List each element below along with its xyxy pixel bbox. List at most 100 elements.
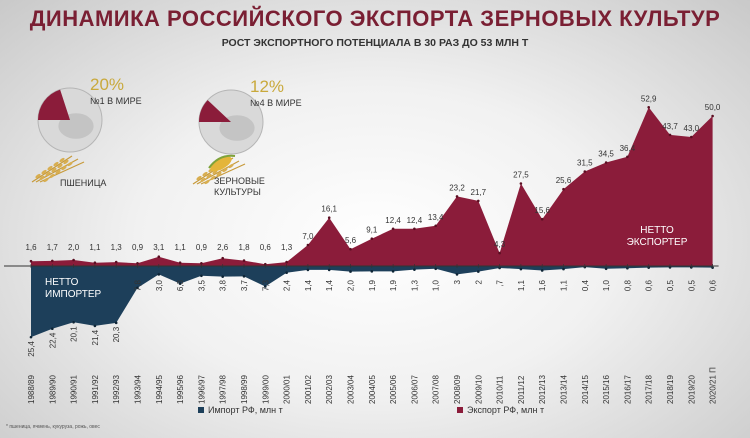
corn-leaf-icon: [208, 154, 236, 169]
export-point: [370, 237, 374, 240]
export-data-label: 1,3: [281, 243, 293, 252]
import-point: [413, 268, 416, 271]
wheat-grain-icon: [228, 163, 234, 169]
export-data-label: 1,6: [25, 243, 37, 252]
export-point: [306, 243, 310, 247]
import-point: [455, 273, 459, 276]
net-importer-label-2: ИМПОРТЕР: [45, 289, 101, 300]
import-data-label: 3,8: [219, 279, 228, 291]
corn-icon: [210, 156, 232, 172]
export-data-label: 23,2: [449, 183, 465, 192]
export-data-label: 2,0: [68, 243, 80, 252]
wheat-grain-icon: [222, 167, 228, 173]
category-label: 1996/97: [197, 375, 206, 404]
import-data-label: 20,1: [70, 326, 79, 342]
net-exporter-label-2: ЭКСПОРТЕР: [627, 237, 688, 248]
export-point: [413, 227, 416, 231]
export-data-label: 36,4: [620, 144, 636, 153]
export-data-label: 52,9: [641, 94, 657, 103]
wheat-grain-icon: [41, 169, 47, 175]
import-data-label: 1,1: [517, 279, 526, 291]
import-point: [221, 275, 224, 278]
export-point: [136, 262, 139, 265]
category-label: 2015/16: [602, 375, 611, 404]
export-point: [477, 199, 480, 203]
import-point: [51, 327, 54, 331]
category-label: 2005/06: [389, 375, 398, 404]
export-point: [690, 135, 693, 139]
import-data-label: 20,3: [112, 326, 121, 342]
inset-label: КУЛЬТУРЫ: [214, 187, 261, 197]
wheat-grain-icon: [202, 171, 208, 177]
inset-label: ПШЕНИЦА: [60, 178, 106, 188]
export-data-label: 1,1: [175, 243, 187, 252]
import-data-label: 3,0: [155, 279, 164, 291]
net-importer-label-1: НЕТТО: [45, 277, 79, 288]
export-data-label: 34,5: [598, 150, 614, 159]
import-point: [626, 266, 629, 270]
export-data-label: 15,6: [534, 206, 550, 215]
wheat-grain-icon: [43, 177, 49, 183]
wheat-grain-icon: [45, 171, 51, 177]
import-point: [93, 324, 97, 328]
category-label: 2018/19: [666, 375, 675, 404]
import-point: [242, 275, 246, 278]
import-area: [31, 266, 713, 338]
export-point: [242, 259, 246, 262]
export-point: [391, 227, 395, 231]
import-point: [306, 268, 310, 272]
import-point: [370, 270, 374, 273]
export-point: [29, 259, 33, 263]
import-point: [562, 267, 565, 271]
category-label: 2000/01: [283, 375, 292, 404]
chart-subtitle: РОСТ ЭКСПОРТНОГО ПОТЕНЦИАЛА В 30 РАЗ ДО …: [221, 37, 529, 49]
export-data-label: 1,7: [47, 243, 59, 252]
import-data-label: ,7: [496, 279, 505, 286]
category-label: 2011/12: [517, 375, 526, 404]
category-label: 1999/00: [261, 375, 270, 404]
export-point: [51, 259, 54, 263]
import-data-label: 1,3: [410, 279, 419, 291]
import-data-label: 1,9: [368, 279, 377, 291]
category-label: 2001/02: [304, 375, 313, 404]
category-label: 1995/96: [176, 375, 185, 404]
export-data-label: 4,3: [494, 240, 506, 249]
import-point: [477, 270, 480, 273]
import-data-label: 2,4: [283, 279, 292, 291]
category-label: 1989/90: [48, 375, 57, 404]
export-point: [583, 170, 587, 173]
import-point: [72, 320, 75, 324]
import-point: [349, 270, 352, 273]
import-data-label: 0,5: [666, 279, 675, 291]
category-label: 2016/17: [623, 375, 632, 404]
wheat-grain-icon: [63, 159, 69, 165]
export-point: [327, 216, 331, 219]
wheat-grain-icon: [39, 175, 45, 181]
wheat-grain-icon: [210, 175, 216, 181]
import-data-label: 0,6: [709, 279, 718, 291]
category-label: 2012/13: [538, 375, 547, 404]
export-data-label: 43,0: [684, 124, 700, 133]
export-point: [604, 161, 608, 164]
share-wedge: [199, 100, 231, 122]
net-exporter-label-1: НЕТТО: [640, 225, 674, 236]
export-point: [455, 195, 459, 198]
export-point: [349, 247, 352, 251]
category-label: 2007/08: [432, 375, 441, 404]
export-point: [114, 260, 118, 264]
import-data-label: 22,4: [48, 332, 57, 348]
legend-export-label: Экспорт РФ, млн т: [467, 405, 544, 415]
export-data-label: 12,4: [385, 216, 401, 225]
category-label: 2009/10: [474, 375, 483, 404]
world-rank: №4 В МИРЕ: [250, 98, 302, 108]
category-label: 1991/92: [91, 375, 100, 404]
import-data-label: 1,0: [602, 279, 611, 291]
export-data-label: 21,7: [471, 188, 487, 197]
export-data-label: 1,8: [238, 243, 250, 252]
export-data-label: 1,1: [89, 243, 101, 252]
import-data-label: 0,8: [623, 279, 632, 291]
wheat-grain-icon: [57, 163, 63, 169]
export-data-label: 27,5: [513, 171, 529, 180]
import-point: [519, 267, 523, 271]
export-point: [668, 133, 672, 137]
